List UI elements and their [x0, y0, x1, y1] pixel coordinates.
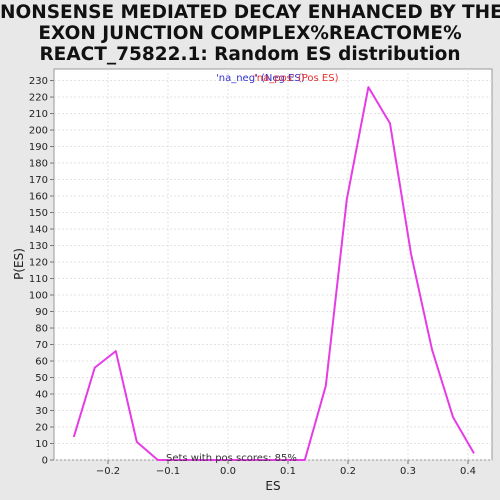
x-axis-label: ES [265, 479, 280, 493]
y-tick-label: 190 [29, 142, 48, 153]
y-tick-label: 80 [35, 324, 48, 335]
y-tick-label: 60 [35, 357, 48, 368]
y-tick-label: 120 [29, 258, 48, 269]
y-tick-label: 0 [42, 456, 48, 467]
x-tick-label: 0.1 [280, 466, 296, 477]
y-axis-ticks: 0 10 20 30 40 50 60 70 80 90 100 110 120 130 140 150 160… [29, 76, 54, 467]
y-tick-label: 230 [29, 76, 48, 87]
chart-title-line-2: EXON JUNCTION COMPLEX%REACTOME% [38, 23, 462, 44]
y-tick-label: 130 [29, 241, 48, 252]
series-layer [72, 86, 475, 461]
y-tick-label: 90 [35, 307, 48, 318]
y-tick-label: 180 [29, 159, 48, 170]
x-tick-label: −0.1 [156, 466, 180, 477]
legend-entry-pos: 'na_pos' (Pos ES) [254, 73, 339, 84]
y-tick-label: 10 [35, 439, 48, 450]
legend-entry-neg: 'na_neg' (Neg ES) [216, 73, 305, 84]
chart-title: NONSENSE MEDIATED DECAY ENHANCED BY THE … [0, 2, 500, 65]
y-tick-label: 30 [35, 406, 48, 417]
y-tick-label: 100 [29, 291, 48, 302]
series-line-0 [72, 86, 475, 461]
y-tick-label: 170 [29, 175, 48, 186]
x-tick-label: 0.4 [460, 466, 476, 477]
y-tick-label: 140 [29, 225, 48, 236]
y-tick-label: 50 [35, 373, 48, 384]
x-tick-label: 0.3 [400, 466, 416, 477]
pos-scores-annotation: Sets with pos scores: 85% [166, 453, 297, 464]
x-tick-label: 0.2 [340, 466, 356, 477]
y-tick-label: 200 [29, 126, 48, 137]
y-tick-label: 210 [29, 109, 48, 120]
y-tick-label: 40 [35, 390, 48, 401]
x-axis-ticks: −0.2 −0.1 0.0 0.1 0.2 0.3 0.4 [96, 460, 476, 477]
y-tick-label: 70 [35, 340, 48, 351]
chart-title-line-3: REACT_75822.1: Random ES distribution [39, 44, 461, 65]
grid-lines [54, 69, 492, 461]
y-axis-label: P(ES) [12, 248, 26, 280]
x-tick-label: 0.0 [220, 466, 236, 477]
y-tick-label: 150 [29, 208, 48, 219]
y-tick-label: 20 [35, 423, 48, 434]
y-tick-label: 160 [29, 192, 48, 203]
plot-area [53, 68, 493, 461]
y-tick-label: 110 [29, 274, 48, 285]
chart-title-line-1: NONSENSE MEDIATED DECAY ENHANCED BY THE [0, 2, 500, 23]
y-tick-label: 220 [29, 93, 48, 104]
x-tick-label: −0.2 [96, 466, 120, 477]
